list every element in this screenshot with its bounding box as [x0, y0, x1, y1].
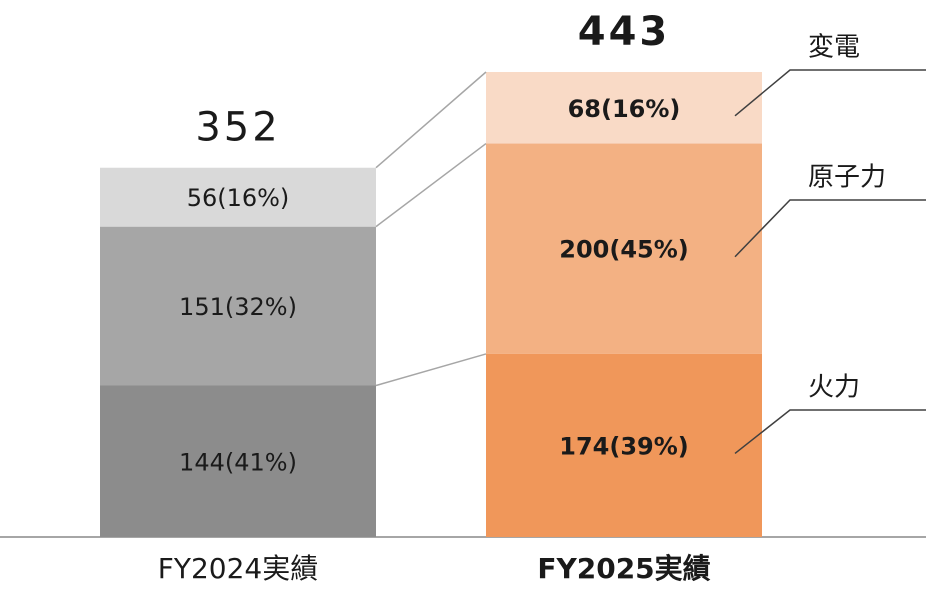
- leader-line: [734, 199, 926, 258]
- value-label: 200(45%): [559, 236, 688, 264]
- x-tick-label: FY2025実績: [537, 552, 710, 585]
- bar-segment: [100, 167, 376, 227]
- leader-line: [734, 409, 926, 455]
- bar-segment: [100, 385, 376, 537]
- connector-line: [375, 71, 487, 169]
- legend-label: 火力: [808, 373, 860, 403]
- bar-segment: [100, 226, 376, 386]
- bar-segment: [486, 72, 762, 144]
- x-tick-label: FY2024実績: [158, 552, 318, 585]
- leader-line: [734, 69, 926, 117]
- connector-line: [375, 142, 487, 228]
- bar-segment: [486, 143, 762, 354]
- value-label: 68(16%): [568, 95, 681, 123]
- value-label: 151(32%): [179, 293, 297, 321]
- bar-segment: [486, 353, 762, 537]
- total-label: 443: [578, 9, 671, 55]
- legend-label: 変電: [808, 33, 860, 63]
- value-label: 174(39%): [559, 432, 688, 460]
- legend-label: 原子力: [808, 163, 886, 193]
- value-label: 144(41%): [179, 448, 297, 476]
- connector-line: [375, 353, 487, 387]
- total-label: 352: [195, 105, 280, 151]
- value-label: 56(16%): [187, 184, 290, 212]
